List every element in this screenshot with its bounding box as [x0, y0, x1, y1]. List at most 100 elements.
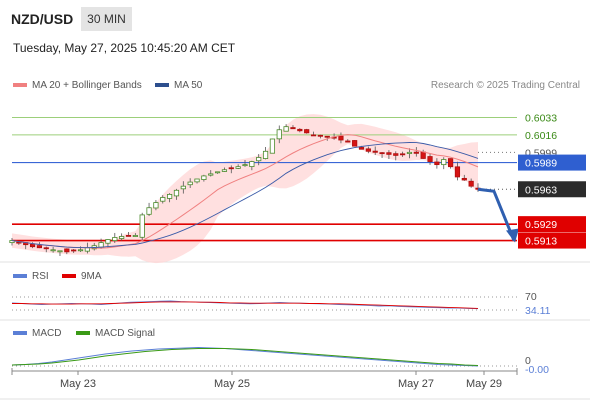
legend-macd-signal-label: MACD Signal — [95, 328, 156, 339]
candle-body — [454, 166, 461, 178]
candle-body — [242, 164, 248, 167]
legend-ma20-label: MA 20 + Bollinger Bands — [32, 80, 142, 91]
candle-body — [187, 181, 193, 186]
candle-body — [153, 202, 159, 209]
candle-body — [269, 138, 276, 154]
candle-body — [16, 241, 22, 244]
legend-rsi-label: RSI — [32, 271, 49, 282]
level-tag-0-6033: 0.6033 — [525, 112, 557, 124]
x-tick-label: May 23 — [60, 378, 96, 390]
level-tag-bg-0-5989 — [518, 154, 586, 171]
price-tags: 0.60330.60160.59990.59890.59630.59290.59… — [518, 112, 586, 249]
macd-panel: 0-0.00 — [11, 346, 549, 376]
legend-macd-swatch — [13, 331, 27, 336]
forecast-arrow — [477, 187, 519, 243]
legend-macd-signal: MACD Signal — [76, 328, 155, 339]
legend-9ma-label: 9MA — [81, 271, 102, 282]
ma50-line — [11, 142, 479, 249]
candle-body — [283, 126, 289, 132]
x-tick-label: May 27 — [398, 378, 434, 390]
candle-body — [29, 243, 36, 248]
level-tag-bg-0-5929 — [518, 216, 586, 233]
candle-body — [235, 166, 241, 169]
candle-body — [379, 152, 385, 155]
macd-value-label: -0.00 — [525, 364, 549, 376]
candle-body — [413, 151, 419, 154]
candle-body — [71, 249, 77, 252]
candle-body — [228, 167, 234, 170]
candle-body — [365, 148, 371, 152]
legend-9ma-swatch — [62, 274, 76, 279]
candle-body — [139, 214, 145, 238]
credit-text: Research © 2025 Trading Central — [430, 80, 580, 91]
legend-ma50-label: MA 50 — [174, 80, 203, 91]
candle-body — [406, 151, 413, 154]
forecast-path — [477, 187, 516, 242]
legend-macd-signal-swatch — [76, 331, 90, 336]
candle-body — [400, 153, 406, 156]
datetime-label: Tuesday, May 27, 2025 10:45:20 AM CET — [13, 41, 236, 55]
forecast-arrowhead — [506, 228, 519, 243]
bollinger-bands — [12, 114, 478, 264]
macd-signal-line — [11, 348, 479, 366]
candle-body — [221, 169, 228, 172]
candle-body — [420, 151, 426, 159]
candle-body — [201, 175, 207, 180]
candle-body — [50, 249, 56, 252]
candle-body — [297, 128, 303, 132]
candle-body — [317, 134, 323, 137]
legend-ma50: MA 50 — [155, 80, 202, 91]
candle-body — [468, 180, 474, 187]
candlesticks — [9, 124, 481, 256]
rsi-70-label: 70 — [525, 291, 537, 303]
panel-separators — [0, 261, 590, 400]
candle-body — [214, 171, 221, 174]
candle-body — [372, 150, 378, 153]
candle-body — [173, 189, 180, 197]
candle-body — [338, 135, 344, 141]
legend-ma50-swatch — [155, 83, 169, 88]
level-tag-0-6016: 0.6016 — [525, 130, 557, 142]
level-tag-bg-0-5963 — [518, 181, 586, 198]
rsi-value-label: 34.11 — [525, 305, 551, 317]
rsi-panel: 70 34.11 — [11, 291, 551, 317]
macd-zero-label: 0 — [525, 355, 531, 367]
candle-body — [290, 127, 296, 130]
candle-body — [427, 156, 433, 162]
x-tick-label: May 29 — [466, 378, 502, 390]
pair-title: NZD/USD — [11, 11, 74, 27]
candle-body — [132, 235, 138, 237]
candle-body — [276, 129, 282, 140]
x-tick-label: May 25 — [214, 378, 250, 390]
timeframe-button[interactable]: 30 MIN — [81, 7, 132, 31]
legend-macd: MACD — [13, 328, 61, 339]
candle-body — [304, 129, 310, 134]
macd-line — [11, 346, 479, 367]
candle-body — [36, 245, 43, 249]
candle-body — [112, 237, 118, 242]
moving-averages — [11, 134, 479, 249]
candle-body — [160, 197, 166, 202]
level-tag-0-5963: 0.5963 — [525, 184, 557, 196]
candle-body — [9, 240, 15, 244]
legend-rsi-swatch — [13, 274, 27, 279]
legend-9ma: 9MA — [62, 271, 102, 282]
candle-body — [194, 178, 200, 183]
price-levels — [12, 116, 517, 242]
x-axis: May 23 May 25 May 27 May 29 — [11, 368, 518, 390]
candle-body — [167, 193, 173, 199]
level-tag-0-5989: 0.5989 — [525, 158, 557, 170]
candle-body — [262, 150, 269, 159]
bollinger-band-fill — [12, 114, 478, 264]
candle-body — [180, 185, 186, 190]
candle-body — [393, 153, 399, 156]
level-tag-0-5913: 0.5913 — [525, 236, 557, 248]
candle-body — [208, 173, 214, 176]
legend-macd-label: MACD — [32, 328, 62, 339]
candle-body — [77, 249, 84, 252]
candle-body — [358, 147, 365, 150]
candle-body — [146, 207, 152, 215]
candle-body — [256, 157, 262, 162]
candle-body — [352, 140, 358, 147]
